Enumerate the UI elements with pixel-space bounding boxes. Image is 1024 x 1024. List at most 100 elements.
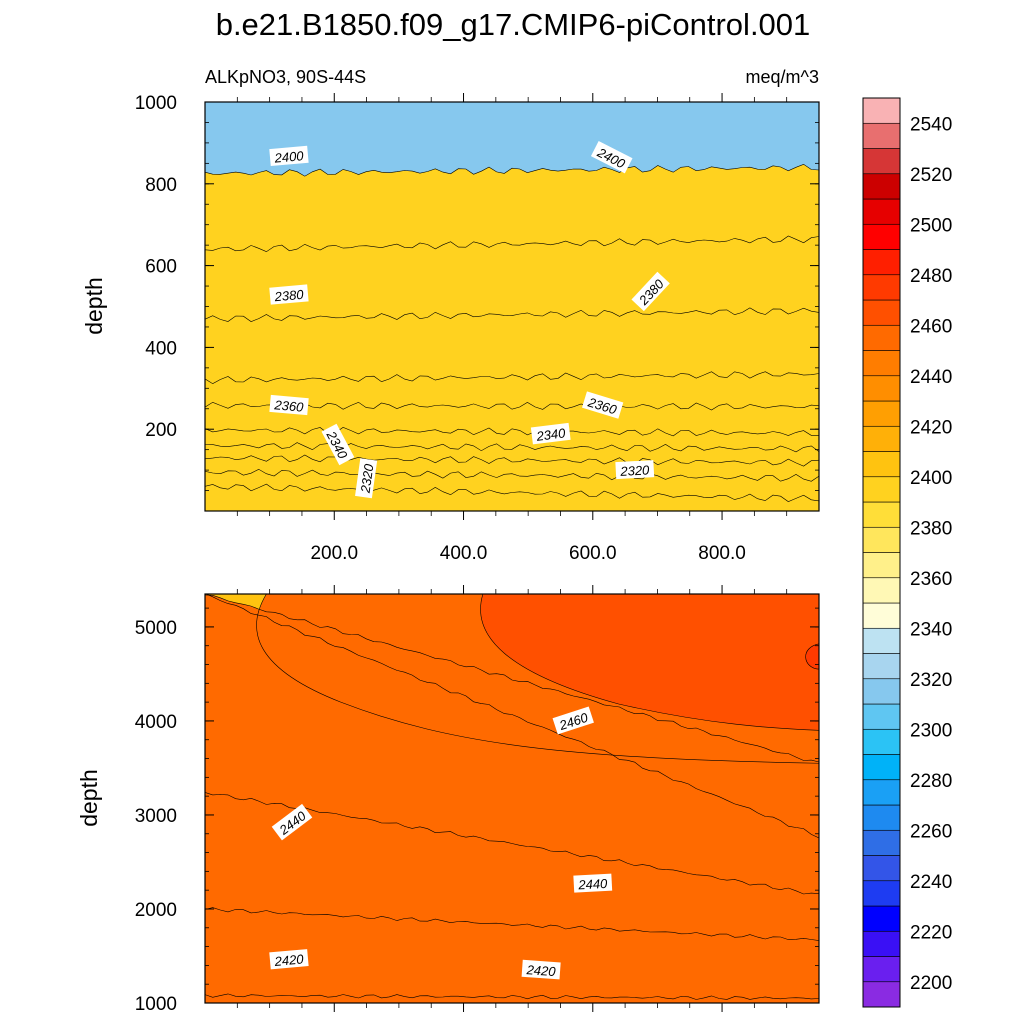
colorbar-swatch xyxy=(862,400,901,427)
contour-label-bg xyxy=(269,284,309,305)
contour-label: 2420 xyxy=(521,959,561,980)
colorbar-tick-label: 2300 xyxy=(910,720,952,741)
colorbar-tick-label: 2540 xyxy=(910,114,952,135)
contour-line xyxy=(205,454,819,467)
colorbar-tick-label: 2460 xyxy=(910,316,952,337)
contour-label-bg xyxy=(552,706,594,735)
colorbar-swatch xyxy=(862,627,901,654)
colorbar-tick-label: 2260 xyxy=(910,821,952,842)
colorbar-tick-label: 2420 xyxy=(910,417,952,438)
contour-line xyxy=(205,427,819,437)
lower-y-axis-label: depth xyxy=(76,769,102,827)
contour-label: 2380 xyxy=(269,284,309,305)
x-tick-label: 800.0 xyxy=(698,543,746,564)
contour-label: 2320 xyxy=(615,460,655,480)
y-tick-label: 2000 xyxy=(135,900,177,921)
colorbar-swatch xyxy=(862,148,901,175)
colorbar-swatch xyxy=(862,425,901,452)
chart-title: b.e21.B1850.f09_g17.CMIP6-piControl.001 xyxy=(216,7,811,42)
contour-line xyxy=(205,594,819,763)
contour-label-bg xyxy=(530,422,571,445)
x-tick-label: 200.0 xyxy=(310,543,358,564)
y-tick-label: 4000 xyxy=(135,712,177,733)
contour-line xyxy=(205,993,819,1000)
contour-line xyxy=(205,163,819,177)
colorbar: 2200 2220 2240 2260 2280 2300 2320 2340 2360 2380… xyxy=(862,97,952,1008)
contour-label-bg xyxy=(581,391,624,419)
colorbar-swatch xyxy=(862,703,901,730)
y-tick-label: 3000 xyxy=(135,806,177,827)
contour-band xyxy=(480,594,819,731)
subtitle-right: meq/m^3 xyxy=(746,67,819,87)
contour-label-bg xyxy=(521,959,561,980)
contour-label-text: 2380 xyxy=(273,287,305,305)
colorbar-tick-label: 2320 xyxy=(910,670,952,691)
contour-line xyxy=(205,468,819,482)
contour-label-bg xyxy=(269,145,309,167)
colorbar-swatch xyxy=(862,981,901,1008)
y-tick-label: 600 xyxy=(145,257,177,278)
colorbar-swatch xyxy=(862,728,901,755)
colorbar-swatch xyxy=(862,375,901,402)
upper-y-axis-label: depth xyxy=(81,277,107,335)
colorbar-swatch xyxy=(862,299,901,326)
contour-label-text: 2360 xyxy=(273,397,305,415)
colorbar-tick-label: 2240 xyxy=(910,872,952,893)
colorbar-swatch xyxy=(862,602,901,629)
colorbar-tick-label: 2520 xyxy=(910,165,952,186)
upper-axes: 200 400 600 800 1000 200.0 400.0 600.0 800.0 xyxy=(135,93,819,564)
contour-label-text: 2440 xyxy=(577,876,608,893)
contour-label: 2400 xyxy=(269,145,309,167)
colorbar-swatch xyxy=(862,956,901,983)
colorbar-swatch xyxy=(862,350,901,377)
colorbar-tick-label: 2340 xyxy=(910,619,952,640)
colorbar-swatch xyxy=(862,451,901,478)
colorbar-swatch xyxy=(862,653,901,680)
colorbar-tick-label: 2360 xyxy=(910,569,952,590)
lower-fills xyxy=(205,594,819,1003)
contour-label-text: 2320 xyxy=(619,462,650,479)
colorbar-swatch xyxy=(862,198,901,225)
contour-line xyxy=(205,792,819,895)
contour-label-bg xyxy=(269,394,309,416)
colorbar-swatch xyxy=(862,880,901,907)
contour-label: 2440 xyxy=(573,873,613,893)
colorbar-swatch xyxy=(862,173,901,200)
contour-label-text: 2400 xyxy=(273,148,305,166)
y-tick-label: 1000 xyxy=(135,93,177,114)
colorbar-swatch xyxy=(862,577,901,604)
colorbar-swatch xyxy=(862,526,901,553)
contour-label-bg xyxy=(269,949,309,970)
colorbar-swatch xyxy=(862,476,901,503)
colorbar-tick-label: 2200 xyxy=(910,973,952,994)
colorbar-swatch xyxy=(862,122,901,149)
contour-label-text: 2420 xyxy=(525,962,557,979)
contour-band xyxy=(205,164,819,511)
colorbar-swatch xyxy=(862,274,901,301)
colorbar-tick-label: 2480 xyxy=(910,266,952,287)
contour-line xyxy=(205,235,819,253)
colorbar-tick-label: 2220 xyxy=(910,922,952,943)
y-tick-label: 1000 xyxy=(135,994,177,1015)
colorbar-tick-label: 2500 xyxy=(910,215,952,236)
upper-fills xyxy=(205,102,819,511)
contour-label: 2340 xyxy=(530,422,571,445)
colorbar-swatch xyxy=(862,829,901,856)
colorbar-swatch xyxy=(862,804,901,831)
colorbar-labels: 2200 2220 2240 2260 2280 2300 2320 2340 2360 2380… xyxy=(910,114,952,994)
colorbar-tick-label: 2440 xyxy=(910,367,952,388)
colorbar-swatch xyxy=(862,930,901,957)
colorbar-swatch xyxy=(862,678,901,705)
colorbar-swatch xyxy=(862,324,901,351)
contour-line xyxy=(205,442,819,453)
y-tick-label: 200 xyxy=(145,420,177,441)
colorbar-swatch xyxy=(862,223,901,250)
contour-label-bg xyxy=(615,460,655,480)
x-tick-label: 600.0 xyxy=(569,543,617,564)
contour-label-bg xyxy=(631,271,670,312)
contour-label: 2360 xyxy=(269,394,309,416)
contour-label-bg xyxy=(321,423,355,466)
lower-contour-lines xyxy=(205,594,819,1000)
